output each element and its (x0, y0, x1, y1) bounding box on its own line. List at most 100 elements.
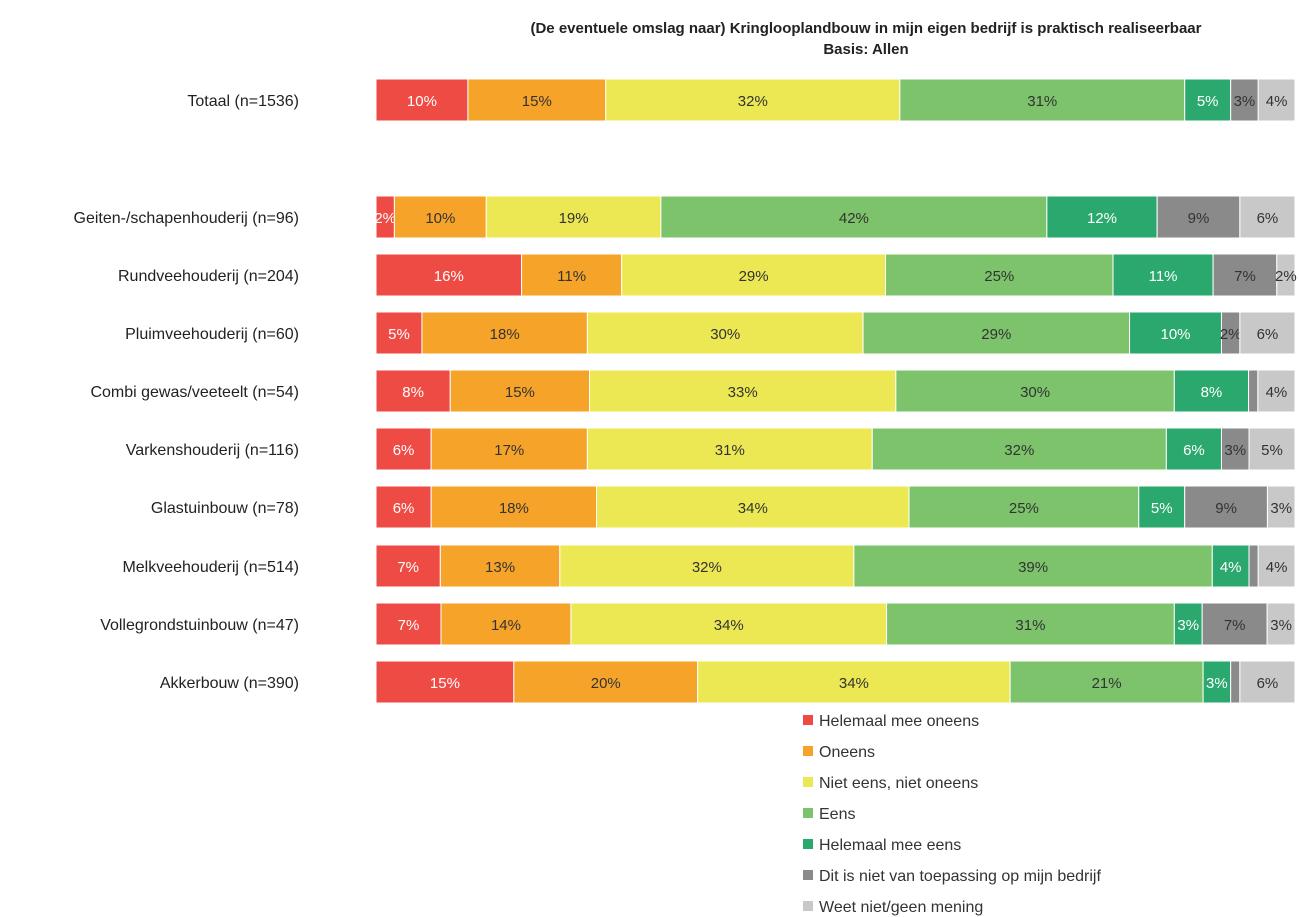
bar-segment (1046, 195, 1158, 239)
bar-segment (1257, 369, 1296, 413)
legend-label: Helemaal mee oneens (819, 713, 979, 730)
data-label: 4% (1266, 93, 1288, 110)
data-label: 19% (559, 210, 589, 227)
data-label: 2% (1275, 268, 1297, 285)
bar-segment (430, 485, 598, 529)
bar-segment (1257, 544, 1296, 588)
data-label: 6% (1257, 210, 1279, 227)
data-label: 25% (1009, 500, 1039, 517)
data-label: 34% (738, 500, 768, 517)
legend-label: Eens (819, 806, 855, 823)
bar-segment (1257, 78, 1296, 122)
data-label: 32% (1004, 442, 1034, 459)
bar-segment (1201, 602, 1268, 646)
data-label: 6% (1257, 675, 1279, 692)
data-label: 15% (430, 675, 460, 692)
data-label: 42% (839, 210, 869, 227)
bar-segment (421, 311, 588, 355)
data-label: 39% (1018, 559, 1048, 576)
bar-segment (375, 369, 451, 413)
data-label: 3% (1270, 500, 1292, 517)
bar-segment (1211, 544, 1250, 588)
data-label: 3% (1234, 93, 1256, 110)
bar-segment (559, 544, 855, 588)
bar-segment (1239, 195, 1296, 239)
data-label: 34% (839, 675, 869, 692)
bar-segment (1212, 253, 1278, 297)
legend-swatch (803, 839, 813, 849)
bar-segment (886, 602, 1175, 646)
legend-swatch (803, 901, 813, 911)
data-label: 5% (1197, 93, 1219, 110)
data-label: 3% (1177, 617, 1199, 634)
legend-label: Weet niet/geen mening (819, 899, 983, 916)
legend: Helemaal mee oneens Oneens Niet eens, niet… (803, 713, 1101, 916)
bar-segment (586, 427, 873, 471)
bar-segment (1266, 485, 1296, 529)
bar-segment (430, 427, 588, 471)
bar-segment (375, 660, 515, 704)
data-label: 15% (522, 93, 552, 110)
data-label: 29% (739, 268, 769, 285)
data-label: 13% (485, 559, 515, 576)
data-label: 12% (1087, 210, 1117, 227)
data-label: 6% (1183, 442, 1205, 459)
bar-segment (1230, 660, 1241, 704)
category-label: Vollegrondstuinbouw (n=47) (100, 617, 299, 634)
bar-segment (621, 253, 887, 297)
data-label: 6% (1257, 326, 1279, 343)
category-label: Pluimveehouderij (n=60) (125, 326, 299, 343)
bar-segment (660, 195, 1048, 239)
legend-swatch (803, 777, 813, 787)
bar-segment (1184, 485, 1268, 529)
data-label: 11% (1149, 268, 1178, 285)
data-label: 14% (491, 617, 521, 634)
data-label: 18% (490, 326, 520, 343)
bar-segment (1239, 660, 1296, 704)
bar-segment (375, 253, 523, 297)
bar-segment (375, 78, 469, 122)
legend-swatch (803, 746, 813, 756)
data-label: 32% (692, 559, 722, 576)
bar-segment (1202, 660, 1232, 704)
data-label: 21% (1092, 675, 1122, 692)
data-label: 34% (714, 617, 744, 634)
bar-segment (1156, 195, 1241, 239)
data-label: 15% (505, 384, 535, 401)
bar-segment (871, 427, 1167, 471)
category-labels: Totaal (n=1536) Geiten-/schapenhouderij (… (74, 93, 299, 692)
category-label: Geiten-/schapenhouderij (n=96) (74, 210, 299, 227)
data-label: 16% (434, 268, 464, 285)
chart-title: (De eventuele omslag naar) Kringloopland… (530, 20, 1201, 37)
data-label: 5% (1261, 442, 1283, 459)
bar-segment (1173, 369, 1250, 413)
bar-segment (375, 602, 442, 646)
data-label: 2% (374, 210, 396, 227)
bar-segment (1230, 78, 1259, 122)
data-label: 10% (425, 210, 455, 227)
bar-segment (485, 195, 662, 239)
bar-segment (1248, 544, 1259, 588)
data-label: 2% (1220, 326, 1242, 343)
legend-label: Dit is niet van toepassing op mijn bedri… (819, 868, 1101, 885)
data-label: 6% (393, 442, 415, 459)
bar-segment (1248, 369, 1259, 413)
data-label: 4% (1220, 559, 1242, 576)
data-label: 3% (1206, 675, 1228, 692)
data-label: 3% (1224, 442, 1246, 459)
bar-segment (375, 485, 432, 529)
data-label: 4% (1266, 559, 1288, 576)
bar-segment (375, 427, 432, 471)
category-label: Akkerbouw (n=390) (160, 675, 299, 692)
data-label: 30% (710, 326, 740, 343)
data-label: 7% (397, 559, 419, 576)
data-label: 31% (1015, 617, 1045, 634)
legend-swatch (803, 808, 813, 818)
bar-segment (449, 369, 591, 413)
bar-segment (605, 78, 901, 122)
category-label: Glastuinbouw (n=78) (151, 500, 299, 517)
data-label: 7% (398, 617, 420, 634)
bar-segment (1276, 253, 1296, 297)
bar-segment (1266, 602, 1296, 646)
data-label: 25% (984, 268, 1014, 285)
